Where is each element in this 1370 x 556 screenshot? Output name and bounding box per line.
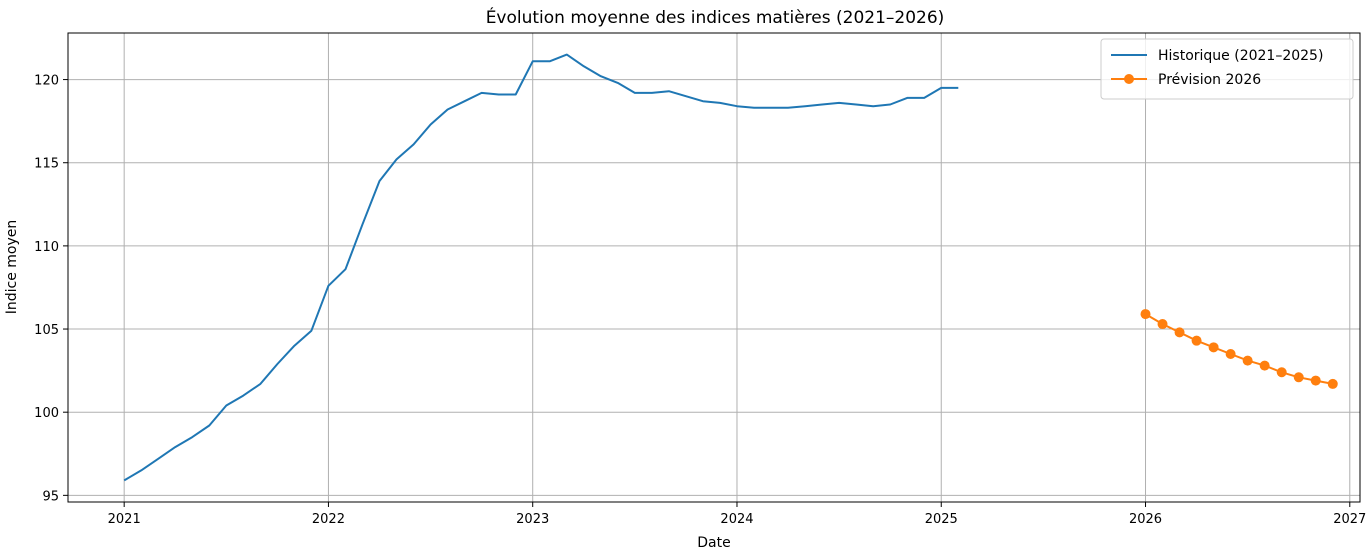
x-axis: 2021 2022 2023 2024 2025 2026 2027 bbox=[108, 502, 1366, 527]
x-tick-label: 2021 bbox=[108, 512, 141, 527]
series-line-1 bbox=[1144, 313, 1333, 385]
data-point bbox=[1174, 327, 1185, 338]
x-tick-label: 2024 bbox=[720, 512, 753, 527]
data-point bbox=[1157, 319, 1168, 330]
data-point bbox=[1293, 372, 1304, 383]
x-tick-label: 2022 bbox=[312, 512, 345, 527]
y-tick-label: 95 bbox=[42, 489, 59, 504]
y-tick-label: 110 bbox=[34, 240, 59, 255]
legend-marker-prevision bbox=[1124, 74, 1134, 84]
y-axis: 95 100 105 110 115 120 bbox=[34, 74, 68, 504]
legend-label-historique: Historique (2021–2025) bbox=[1158, 48, 1323, 64]
x-tick-label: 2026 bbox=[1129, 512, 1162, 527]
series-layer bbox=[123, 53, 1338, 482]
y-axis-label: Indice moyen bbox=[4, 220, 20, 315]
y-tick-label: 105 bbox=[34, 323, 59, 338]
data-point bbox=[1259, 360, 1270, 371]
data-point bbox=[1140, 309, 1151, 320]
series-line-0 bbox=[123, 53, 959, 482]
y-tick-label: 115 bbox=[34, 157, 59, 172]
legend-box bbox=[1100, 38, 1354, 100]
x-tick-label: 2023 bbox=[516, 512, 549, 527]
data-point bbox=[1242, 355, 1253, 366]
x-tick-label: 2027 bbox=[1333, 512, 1366, 527]
data-point bbox=[1310, 375, 1321, 386]
x-tick-label: 2025 bbox=[925, 512, 958, 527]
y-tick-label: 120 bbox=[34, 74, 59, 89]
legend: Historique (2021–2025) Prévision 2026 bbox=[1100, 38, 1354, 100]
data-point bbox=[1276, 367, 1287, 378]
plot-frame bbox=[67, 32, 1361, 503]
data-point bbox=[1208, 342, 1219, 353]
y-tick-label: 100 bbox=[34, 406, 59, 421]
legend-label-prevision: Prévision 2026 bbox=[1158, 72, 1261, 88]
grid-lines bbox=[68, 33, 1360, 502]
data-point bbox=[1191, 335, 1202, 346]
chart-title: Évolution moyenne des indices matières (… bbox=[486, 6, 945, 28]
data-point bbox=[1327, 378, 1338, 389]
data-point bbox=[1225, 348, 1236, 359]
x-axis-label: Date bbox=[697, 535, 730, 551]
